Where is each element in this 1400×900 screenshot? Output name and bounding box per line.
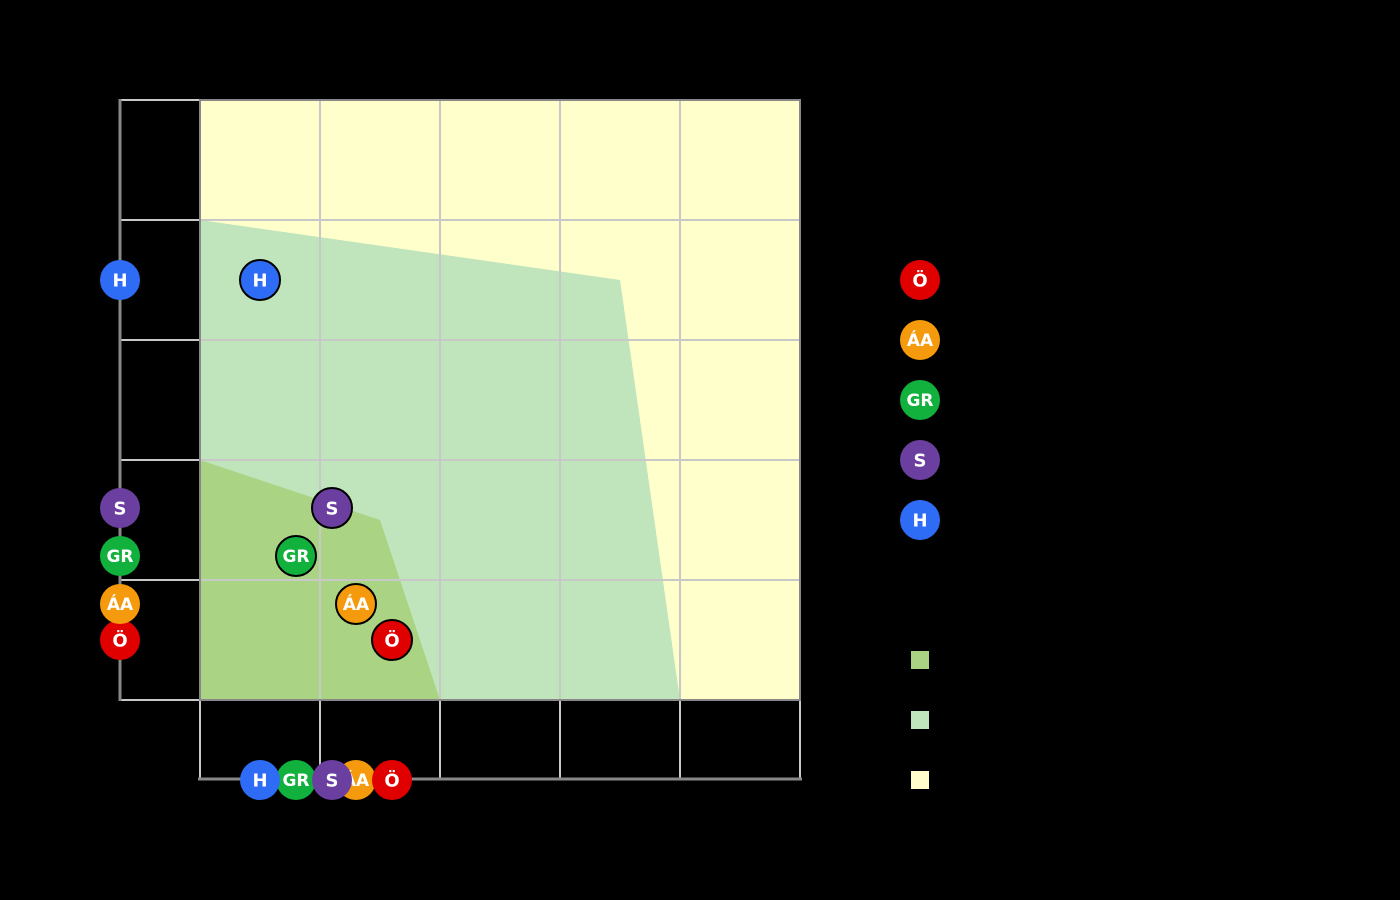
marker-label: Ö [912, 270, 927, 292]
marker-label: H [912, 511, 927, 532]
marker-label: GR [906, 391, 933, 411]
y-rug-marker-GR: GR [100, 536, 140, 576]
y-rug-marker-H: H [100, 260, 140, 300]
marker-label: ÁA [343, 593, 370, 615]
marker-circle [900, 260, 940, 300]
marker-circle [100, 536, 140, 576]
marker-circle [900, 320, 940, 360]
plot-frame [199, 99, 801, 701]
data-points: Ö ÁA GR S H [239, 259, 413, 661]
marker-circle [311, 487, 353, 529]
data-point-Ö: Ö [371, 619, 413, 661]
marker-label: Ö [384, 630, 399, 652]
x-rug-marker-H: H [240, 760, 280, 800]
y-rug-marker-ÁA: ÁA [100, 584, 140, 624]
marker-label: Ö [112, 630, 127, 652]
y-rug-marker-S: S [100, 488, 140, 528]
legend-swatch [911, 651, 929, 669]
region-layer [200, 100, 800, 700]
x-axis-rug-markers: ÁA ÖGR SH [240, 760, 412, 800]
data-point-ÁA: ÁA [335, 583, 377, 625]
marker-circle [240, 760, 280, 800]
marker-label: H [112, 271, 127, 292]
x-rug-marker-GR: GR [276, 760, 316, 800]
marker-label: S [114, 499, 127, 520]
y-rug-marker-Ö: Ö [100, 620, 140, 660]
legend-marker-S: S [900, 440, 940, 480]
x-rug-marker-S: S [312, 760, 352, 800]
marker-label: H [252, 271, 267, 292]
legend-swatch [911, 711, 929, 729]
marker-label: ÁA [907, 329, 934, 351]
marker-label: ÁA [107, 593, 134, 615]
legend-swatch [911, 771, 929, 789]
data-point-H: H [239, 259, 281, 301]
marker-circle [100, 620, 140, 660]
marker-circle [900, 440, 940, 480]
marker-label: GR [106, 547, 133, 567]
marker-circle [312, 760, 352, 800]
marker-circle [100, 260, 140, 300]
x-rug-marker-Ö: Ö [372, 760, 412, 800]
marker-label: S [914, 451, 927, 472]
y-axis-rug-markers: Ö ÁA GR S H [100, 260, 140, 660]
marker-circle [239, 259, 281, 301]
marker-circle [372, 760, 412, 800]
marker-circle [275, 535, 317, 577]
marker-circle [900, 380, 940, 420]
data-point-S: S [311, 487, 353, 529]
data-point-GR: GR [275, 535, 317, 577]
marker-label: Ö [384, 770, 399, 792]
marker-circle [371, 619, 413, 661]
marker-circle [900, 500, 940, 540]
marker-label: S [326, 499, 339, 520]
marker-label: S [326, 771, 339, 792]
legend-marker-H: H [900, 500, 940, 540]
marker-label: GR [282, 547, 309, 567]
marker-circle [100, 584, 140, 624]
legend-marker-ÁA: ÁA [900, 320, 940, 360]
legend: Ö ÁA GR S H [900, 260, 940, 789]
marker-circle [276, 760, 316, 800]
legend-marker-Ö: Ö [900, 260, 940, 300]
marker-circle [100, 488, 140, 528]
grid-lines [120, 99, 801, 780]
legend-marker-GR: GR [900, 380, 940, 420]
marker-label: H [252, 771, 267, 792]
marker-label: GR [282, 771, 309, 791]
marker-circle [335, 583, 377, 625]
